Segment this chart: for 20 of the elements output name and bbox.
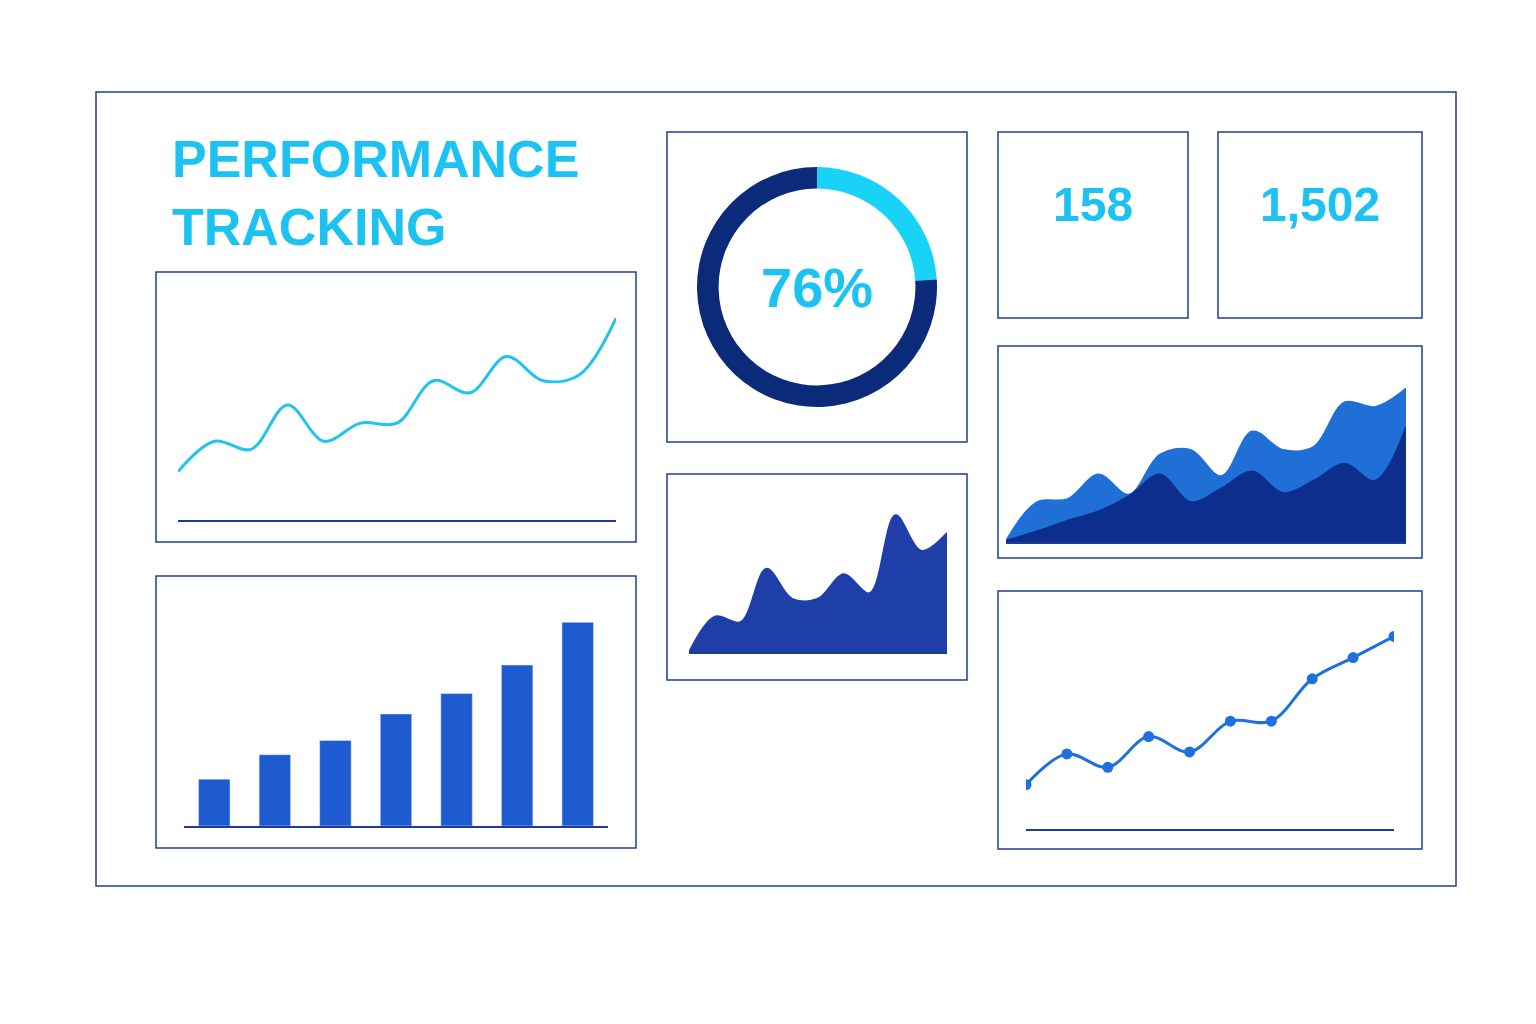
text: 76% [761, 256, 874, 319]
donut-slice [697, 167, 937, 407]
text: 158 [1053, 178, 1134, 231]
text: 1,502 [1260, 178, 1381, 231]
bar [501, 664, 534, 826]
point [1102, 761, 1114, 773]
point [1184, 746, 1196, 758]
bar [561, 622, 594, 826]
point [1143, 731, 1155, 743]
bar [319, 740, 352, 826]
point [1061, 748, 1073, 760]
bar [440, 693, 473, 826]
point [1265, 715, 1277, 727]
bar [258, 754, 291, 826]
bar [380, 713, 412, 826]
point [1224, 715, 1236, 727]
text: PERFORMANCE TRACKING [172, 130, 580, 256]
point [1347, 652, 1359, 664]
point [1306, 673, 1318, 685]
bar [198, 778, 231, 826]
